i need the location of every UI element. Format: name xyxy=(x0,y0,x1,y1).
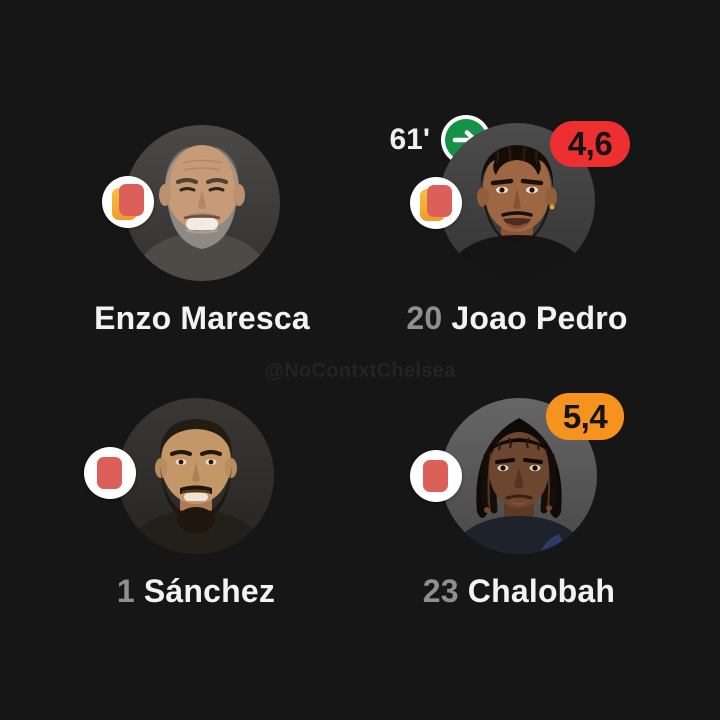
player-name-text: Chalobah xyxy=(467,573,616,609)
player-name-text: Enzo Maresca xyxy=(94,300,310,336)
player-number: 23 xyxy=(422,573,459,609)
red-card-icon xyxy=(119,184,144,216)
booking-cards-badge xyxy=(102,176,154,228)
player-name-enzo-maresca: Enzo Maresca xyxy=(22,302,382,334)
red-card-icon xyxy=(97,457,122,489)
booking-cards-badge xyxy=(410,177,462,229)
red-card-icon xyxy=(423,460,448,492)
avatar-sanchez[interactable] xyxy=(118,398,274,554)
substitution-minute: 61' xyxy=(389,123,430,156)
player-name-text: Sánchez xyxy=(143,573,276,609)
player-number: 1 xyxy=(116,573,135,609)
portrait-enzo-maresca xyxy=(124,125,280,281)
watermark: @NoContxtChelsea xyxy=(264,360,456,382)
player-name-chalobah: 23 Chalobah xyxy=(339,575,699,607)
avatar-enzo-maresca[interactable] xyxy=(124,125,280,281)
player-name-joao-pedro: 20 Joao Pedro xyxy=(337,302,697,334)
booking-cards-badge xyxy=(84,447,136,499)
red-card-icon xyxy=(427,185,452,217)
portrait-chalobah xyxy=(441,398,597,554)
rating-badge: 4,6 xyxy=(550,121,630,167)
rating-badge: 5,4 xyxy=(546,393,624,440)
portrait-sanchez xyxy=(118,398,274,554)
player-number: 20 xyxy=(406,300,443,336)
booking-cards-badge xyxy=(410,450,462,502)
avatar-chalobah[interactable] xyxy=(441,398,597,554)
player-name-sanchez: 1 Sánchez xyxy=(16,575,376,607)
player-name-text: Joao Pedro xyxy=(451,300,628,336)
